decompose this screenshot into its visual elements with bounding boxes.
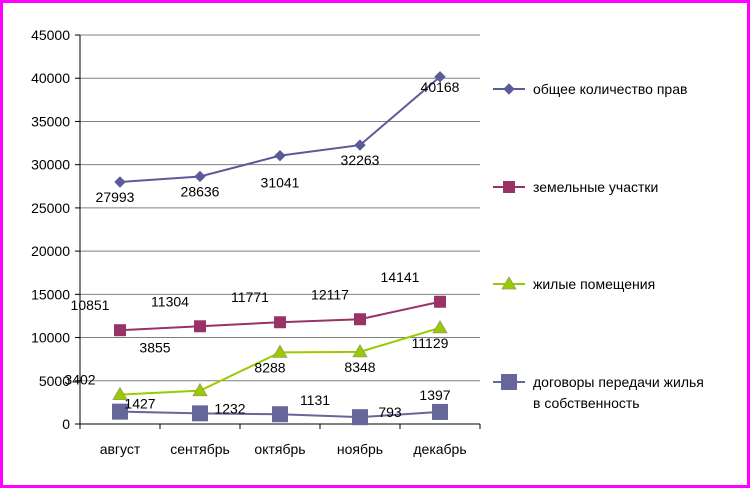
- data-label: 40168: [421, 79, 460, 95]
- data-label: 11304: [151, 293, 189, 309]
- data-label: 3855: [139, 340, 170, 356]
- x-tick-label: декабрь: [413, 441, 466, 457]
- series-2-point: [274, 316, 286, 329]
- data-label: 10851: [71, 297, 110, 313]
- data-label: 28636: [181, 183, 220, 199]
- y-tick-label: 25000: [31, 200, 70, 216]
- series-group: [112, 71, 448, 426]
- x-tick-label: ноябрь: [337, 441, 383, 457]
- y-axis-ticks: 0 5000 10000 15000 20000 25000 30000 35000 40000…: [31, 27, 81, 432]
- data-label: 12117: [311, 286, 349, 302]
- legend-marker: [501, 276, 517, 290]
- data-label: 11771: [231, 289, 269, 305]
- data-label: 1397: [419, 387, 450, 403]
- data-label: 3402: [64, 372, 95, 388]
- series-2-point: [434, 295, 446, 308]
- data-label: 8348: [344, 359, 375, 375]
- legend-entry-label: общее количество прав: [533, 81, 687, 97]
- series-4-point: [272, 406, 288, 423]
- series-4-point: [352, 409, 368, 426]
- data-label: 1232: [214, 400, 245, 416]
- legend-marker: [501, 374, 517, 390]
- x-tick-label: август: [100, 441, 141, 457]
- series-3-point: [112, 386, 128, 400]
- legend-marker: [503, 83, 515, 95]
- series-2-point: [114, 324, 126, 337]
- series-line-1: [119, 76, 441, 184]
- data-labels: 27993 28636 31041 32263 40168 10851 11304 11771…: [64, 79, 459, 420]
- y-tick-label: 40000: [31, 70, 70, 86]
- grid-lines: [80, 34, 480, 425]
- y-tick-label: 45000: [31, 27, 70, 43]
- x-axis-ticks: август сентябрь октябрь ноябрь декабрь: [79, 424, 481, 457]
- y-tick-label: 20000: [31, 243, 70, 259]
- data-label: 8288: [254, 359, 285, 375]
- series-3-point: [352, 344, 368, 358]
- series-3-point: [192, 382, 208, 397]
- y-tick-label: 15000: [31, 286, 70, 302]
- data-label: 27993: [96, 189, 135, 205]
- y-tick-label: 10000: [31, 330, 70, 346]
- series-2-point: [194, 320, 206, 333]
- series-1-point: [194, 170, 206, 183]
- data-label: 31041: [261, 175, 300, 191]
- series-1-point: [274, 149, 286, 162]
- series-1-point: [434, 71, 446, 83]
- data-label: 14141: [381, 269, 420, 285]
- data-label: 793: [378, 404, 402, 420]
- series-1-point: [114, 176, 126, 188]
- data-label: 1427: [124, 396, 155, 412]
- series-1-point: [354, 139, 366, 151]
- y-tick-label: 35000: [31, 113, 70, 129]
- legend-entry-label: договоры передачи жилья в собственность: [533, 374, 704, 411]
- data-label: 32263: [341, 152, 380, 168]
- series-2-point: [354, 313, 366, 326]
- x-tick-label: сентябрь: [170, 441, 230, 457]
- x-tick-label: октябрь: [254, 441, 305, 457]
- series-4-point: [112, 403, 128, 420]
- data-label: 1131: [300, 392, 330, 408]
- legend-marker: [503, 181, 515, 193]
- series-4-point: [192, 405, 208, 422]
- legend-entry-label: земельные участки: [533, 179, 658, 195]
- y-tick-label: 30000: [31, 157, 70, 173]
- y-tick-label: 0: [62, 416, 70, 432]
- legend: общее количество прав земельные участки жи…: [493, 81, 704, 411]
- legend-entry-label: жилые помещения: [533, 276, 655, 292]
- series-3-point: [432, 320, 448, 334]
- y-tick-label: 5000: [39, 373, 70, 389]
- data-label: 11129: [412, 335, 449, 351]
- series-4-point: [432, 403, 448, 420]
- series-3-point: [272, 344, 288, 358]
